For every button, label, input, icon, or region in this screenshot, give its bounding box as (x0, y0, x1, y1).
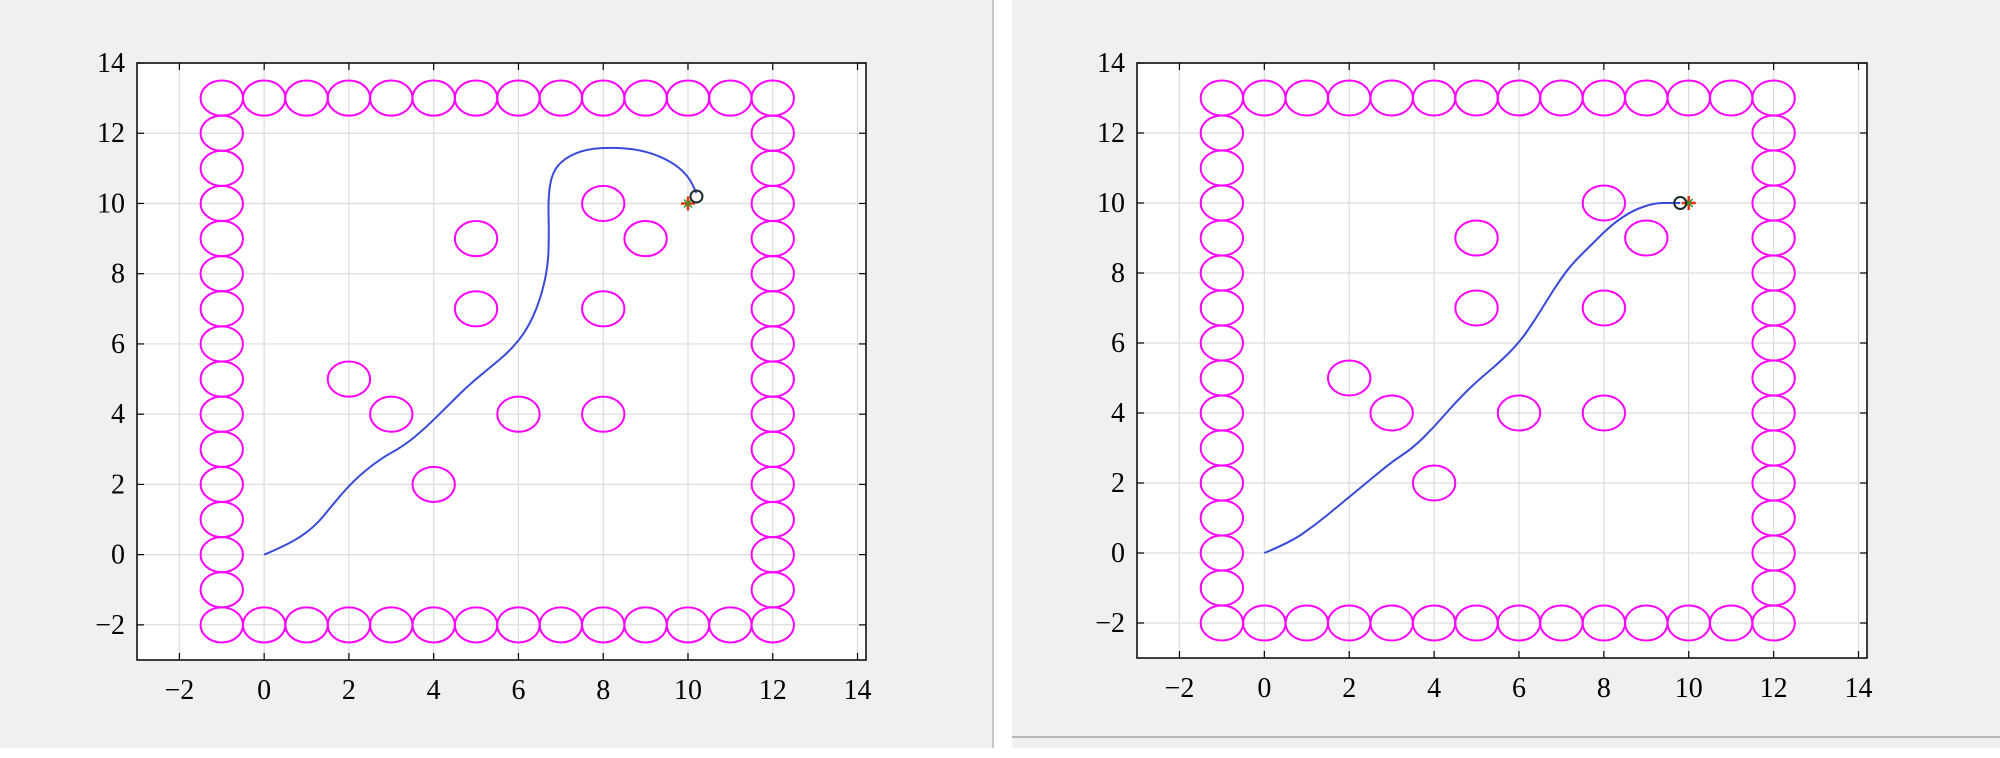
y-tick-label: 14 (1097, 48, 1125, 79)
y-tick-label: −2 (1095, 608, 1125, 639)
robot-position-marker (1673, 196, 1688, 210)
obstacle-circle (1454, 289, 1499, 327)
obstacle-circle (750, 571, 795, 609)
y-tick-label: 12 (97, 118, 125, 149)
obstacle-circle (623, 220, 668, 258)
x-tick-label: 10 (1675, 673, 1703, 704)
y-tick-label: 2 (1111, 468, 1125, 499)
chart-left: −2 0 2 4 6 8 10 12 14 −2 0 2 4 6 8 10 12 14 (95, 48, 872, 706)
chart-right: −2 0 2 4 6 8 10 12 14 −2 0 2 4 6 8 10 12 14 (1095, 48, 1873, 704)
y-tick-label: 6 (1111, 328, 1125, 359)
x-tick-label: 0 (257, 675, 271, 706)
obstacle-circle (581, 184, 626, 223)
robot-path-line (1263, 202, 1681, 554)
obstacle-circle (1581, 289, 1627, 327)
x-tick-label: 14 (1845, 673, 1873, 704)
figure-panel-left: −2 0 2 4 6 8 10 12 14 −2 0 2 4 6 8 10 12 14 (0, 0, 992, 748)
obstacle-circle (1454, 219, 1499, 257)
y-tick-label: −2 (95, 610, 125, 641)
panel-divider (992, 0, 1012, 758)
y-tick-label: 6 (111, 329, 125, 360)
obstacle-circle (1199, 569, 1245, 607)
x-tick-label: 8 (596, 675, 610, 706)
robot-path-line (263, 146, 698, 556)
x-tick-label: 10 (674, 675, 702, 706)
x-tick-label: −2 (1165, 673, 1195, 704)
obstacle-circle (581, 290, 626, 328)
obstacle-circle (1581, 184, 1627, 222)
x-tick-label: 6 (511, 675, 525, 706)
obstacle-circle (369, 395, 414, 433)
y-tick-label: 4 (1111, 398, 1125, 429)
x-tick-label: 14 (844, 675, 872, 706)
axes-box (1136, 62, 1868, 659)
figure-panel-right: −2 0 2 4 6 8 10 12 14 −2 0 2 4 6 8 10 12 14 (1012, 0, 2000, 748)
obstacle-circle (1496, 394, 1542, 432)
y-tick-label: 4 (111, 399, 125, 430)
obstacle-circle (1751, 569, 1796, 607)
x-tick-label: 12 (759, 675, 787, 706)
y-tick-label: 12 (1097, 118, 1125, 149)
y-tick-label: 2 (111, 469, 125, 500)
y-tick-label: 14 (97, 48, 125, 79)
y-tick-label: 8 (111, 259, 125, 290)
obstacle-circle (453, 220, 499, 258)
y-tick-label: 10 (97, 188, 125, 219)
obstacle-circle (1624, 219, 1669, 257)
plot-area (137, 63, 866, 660)
obstacle-circle (581, 395, 626, 433)
obstacle-circle (1411, 464, 1457, 502)
x-tick-label: 2 (1342, 673, 1356, 704)
obstacle-circle (1369, 394, 1414, 432)
obstacle-circle (453, 290, 499, 328)
axes-box (136, 62, 867, 661)
obstacle-circle (496, 395, 541, 433)
y-tick-label: 10 (1097, 188, 1125, 219)
x-tick-label: −2 (164, 675, 194, 706)
x-tick-label: 4 (1427, 673, 1441, 704)
y-tick-label: 8 (1111, 258, 1125, 289)
y-tick-label: 0 (1111, 538, 1125, 569)
x-tick-label: 12 (1760, 673, 1788, 704)
robot-position-marker (689, 189, 704, 204)
x-tick-label: 0 (1257, 673, 1271, 704)
x-tick-label: 6 (1512, 673, 1526, 704)
goal-cross-marker (683, 198, 693, 209)
x-tick-label: 4 (427, 675, 441, 706)
obstacle-circle (1326, 359, 1372, 397)
y-tick-label: 0 (111, 540, 125, 571)
obstacle-circle (326, 360, 372, 398)
x-tick-label: 2 (342, 675, 356, 706)
obstacle-circle (411, 465, 456, 503)
x-tick-label: 8 (1597, 673, 1611, 704)
bottom-rule (1012, 736, 2000, 738)
obstacle-circle (199, 571, 244, 609)
obstacle-circle (1581, 394, 1627, 432)
